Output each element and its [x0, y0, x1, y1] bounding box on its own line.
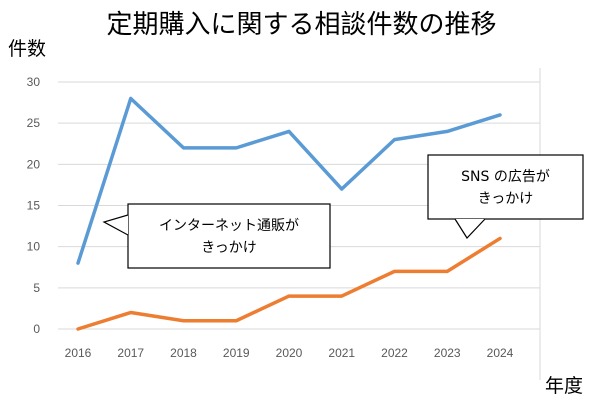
x-tick-label: 2018: [170, 346, 197, 360]
x-tick-label: 2021: [328, 346, 355, 360]
x-tick-label: 2019: [223, 346, 250, 360]
x-tick-label: 2017: [117, 346, 144, 360]
x-tick-labels: 2016 2017 2018 2019 2020 2021 2022 2023 2024: [65, 346, 514, 360]
y-tick-label: 20: [27, 157, 41, 171]
callout-text: インターネット通販が: [159, 218, 299, 234]
x-tick-label: 2020: [276, 346, 303, 360]
y-tick-labels: 0 5 10 15 20 25 30: [27, 75, 41, 336]
chart-title: 定期購入に関する相談件数の推移: [106, 10, 497, 40]
callout-text: きっかけ: [478, 191, 533, 207]
x-tick-label: 2024: [487, 346, 514, 360]
series-lines: [76, 96, 502, 331]
callout-text: きっかけ: [201, 240, 256, 256]
x-tick-label: 2022: [381, 346, 408, 360]
y-tick-label: 5: [33, 281, 40, 295]
y-tick-label: 30: [27, 75, 41, 89]
callout-tail: [102, 214, 129, 236]
x-tick-label: 2016: [65, 346, 92, 360]
y-axis-title: 件数: [8, 38, 47, 60]
callout-rect: [427, 154, 584, 220]
callout-text: SNS の広告が: [461, 169, 550, 185]
callout-tail-fill: [104, 215, 128, 235]
y-tick-label: 25: [27, 116, 41, 130]
x-axis-title: 年度: [544, 375, 583, 397]
x-tick-label: 2023: [434, 346, 461, 360]
y-tick-label: 10: [27, 240, 41, 254]
callout-rect: [127, 203, 331, 269]
y-tick-label: 0: [33, 322, 40, 336]
callout-tail: [454, 218, 486, 239]
callout-tail-fill: [455, 219, 485, 238]
y-tick-label: 15: [27, 199, 41, 213]
